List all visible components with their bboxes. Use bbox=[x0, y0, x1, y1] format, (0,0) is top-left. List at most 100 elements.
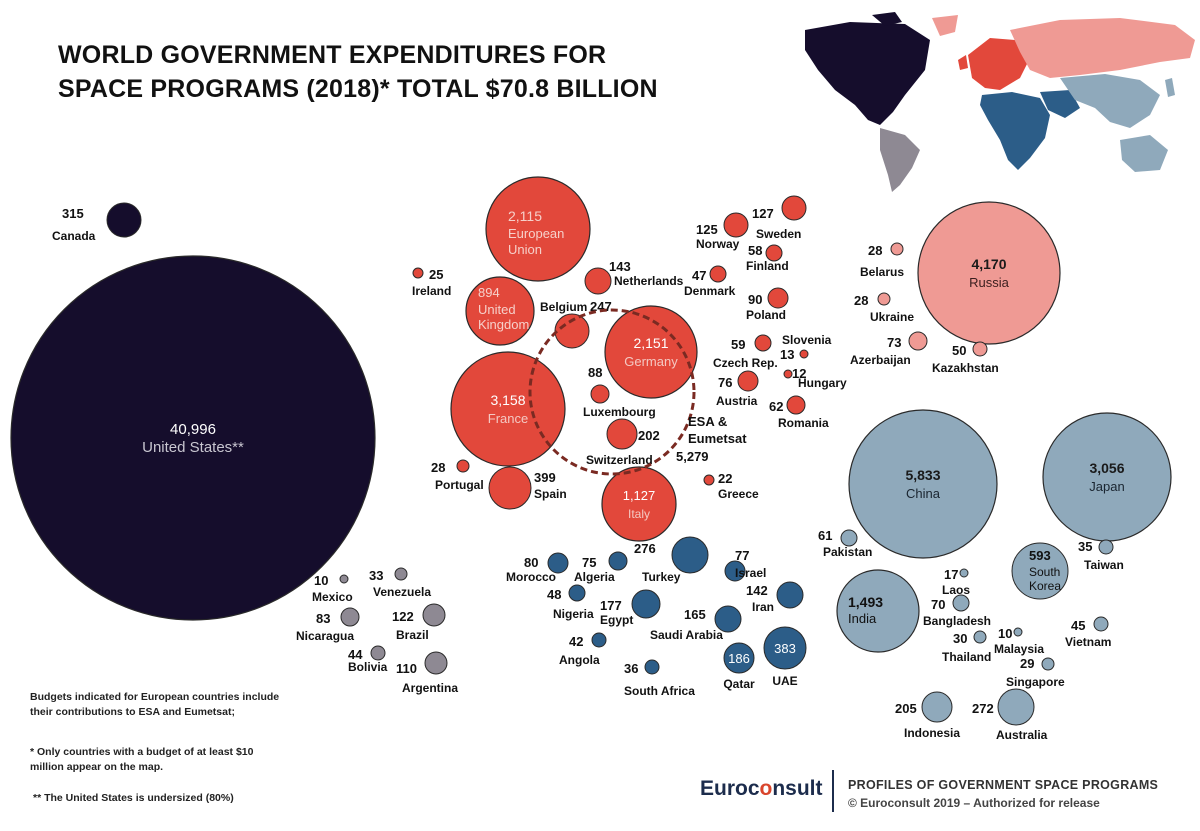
name-label-china: China bbox=[906, 486, 941, 501]
bubble-circle-norway bbox=[723, 212, 749, 238]
bubble-spain: 399 Spain bbox=[488, 466, 567, 510]
name-label-austria: Austria bbox=[716, 394, 758, 408]
name-label-malaysia: Malaysia bbox=[994, 642, 1044, 656]
name-label-algeria: Algeria bbox=[574, 570, 615, 584]
bubble-circle-european-union bbox=[485, 176, 591, 282]
value-label-poland: 90 bbox=[748, 292, 762, 307]
value-label-austria: 76 bbox=[718, 375, 732, 390]
value-label-denmark: 47 bbox=[692, 268, 706, 283]
bubble-circle-germany bbox=[604, 305, 698, 399]
value-label-south-korea: 593 bbox=[1029, 548, 1051, 563]
bubble-circle-sweden bbox=[781, 195, 807, 221]
bubble-circle-russia bbox=[917, 201, 1061, 345]
value-label-greece: 22 bbox=[718, 471, 732, 486]
bubble-circle-canada bbox=[106, 202, 142, 238]
name-label-united-states: United States** bbox=[142, 439, 244, 456]
value-label-czech-rep: 59 bbox=[731, 337, 745, 352]
bubble-circle-brazil bbox=[422, 603, 446, 627]
bubble-indonesia: 205 Indonesia bbox=[895, 691, 960, 740]
name-label-south-korea-2: Korea bbox=[1029, 579, 1061, 593]
bubble-circle-singapore bbox=[1041, 657, 1055, 671]
bubble-nigeria: 48 Nigeria bbox=[547, 584, 594, 621]
name-label-iran: Iran bbox=[752, 600, 774, 614]
note-european-contributions: Budgets indicated for European countries… bbox=[30, 690, 279, 720]
bubble-circle-bolivia bbox=[370, 645, 386, 661]
value-label-india: 1,493 bbox=[848, 594, 883, 610]
name-label-thailand: Thailand bbox=[942, 650, 991, 664]
bubble-canada: 315 Canada bbox=[52, 202, 142, 243]
bubble-circle-indonesia bbox=[921, 691, 953, 723]
note-european-line-1: Budgets indicated for European countries… bbox=[30, 691, 280, 703]
bubble-circle-saudi-arabia bbox=[714, 605, 742, 633]
bubble-romania: 62 Romania bbox=[769, 395, 829, 430]
bubble-kazakhstan: 50 Kazakhstan bbox=[932, 341, 999, 375]
value-label-ukraine: 28 bbox=[854, 293, 868, 308]
name-label-taiwan: Taiwan bbox=[1084, 558, 1124, 572]
value-label-venezuela: 33 bbox=[369, 568, 383, 583]
name-label-european-union-2: Union bbox=[508, 242, 542, 257]
name-label-indonesia: Indonesia bbox=[904, 726, 960, 740]
name-label-morocco: Morocco bbox=[506, 570, 556, 584]
bubble-circle-italy bbox=[601, 466, 677, 542]
name-label-azerbaijan: Azerbaijan bbox=[850, 353, 911, 367]
name-label-bolivia: Bolivia bbox=[348, 660, 388, 674]
name-label-sweden: Sweden bbox=[756, 227, 801, 241]
name-label-switzerland: Switzerland bbox=[586, 453, 653, 467]
chart-title-line-1: WORLD GOVERNMENT EXPENDITURES FOR bbox=[58, 41, 607, 69]
bubble-qatar: 186 Qatar bbox=[723, 642, 755, 691]
value-label-switzerland: 202 bbox=[638, 428, 660, 443]
bubble-circle-poland bbox=[767, 287, 789, 309]
name-label-united-kingdom-1: United bbox=[478, 302, 516, 317]
chart-title: WORLD GOVERNMENT EXPENDITURES FOR SPACE … bbox=[58, 38, 658, 106]
bubble-switzerland: 202 Switzerland bbox=[586, 418, 660, 467]
bubble-circle-morocco bbox=[547, 552, 569, 574]
name-label-venezuela: Venezuela bbox=[373, 585, 431, 599]
bubble-circle-mexico bbox=[339, 574, 349, 584]
name-label-south-africa: South Africa bbox=[624, 684, 695, 698]
bubble-circle-uae bbox=[763, 626, 807, 670]
value-label-indonesia: 205 bbox=[895, 701, 917, 716]
name-label-singapore: Singapore bbox=[1006, 675, 1065, 689]
name-label-norway: Norway bbox=[696, 237, 740, 251]
bubble-circle-spain bbox=[488, 466, 532, 510]
name-label-mexico: Mexico bbox=[312, 590, 353, 604]
value-label-romania: 62 bbox=[769, 399, 783, 414]
bubble-japan: 3,056 Japan bbox=[1042, 412, 1172, 542]
bubble-circle-south-africa bbox=[644, 659, 660, 675]
value-label-argentina: 110 bbox=[396, 661, 417, 676]
value-label-south-africa: 36 bbox=[624, 661, 638, 676]
name-label-hungary: Hungary bbox=[798, 376, 847, 390]
bubble-sweden: 127 Sweden bbox=[752, 195, 807, 241]
value-label-kazakhstan: 50 bbox=[952, 343, 966, 358]
bubble-angola: 42 Angola bbox=[559, 632, 607, 667]
name-label-japan: Japan bbox=[1089, 479, 1124, 494]
bubble-portugal: 28 Portugal bbox=[431, 459, 484, 492]
bubble-circle-thailand bbox=[973, 630, 987, 644]
bubble-circle-netherlands bbox=[584, 267, 612, 295]
value-label-united-states: 40,996 bbox=[170, 421, 216, 438]
value-label-angola: 42 bbox=[569, 634, 583, 649]
note-threshold-line-2: million appear on the map. bbox=[30, 761, 164, 773]
value-label-laos: 17 bbox=[944, 567, 958, 582]
name-label-angola: Angola bbox=[559, 653, 600, 667]
bubble-circle-czech-rep bbox=[754, 334, 772, 352]
name-label-argentina: Argentina bbox=[402, 681, 458, 695]
bubble-saudi-arabia: 165 Saudi Arabia bbox=[650, 605, 742, 642]
name-label-finland: Finland bbox=[746, 259, 789, 273]
name-label-uae: UAE bbox=[772, 674, 797, 688]
bubble-bangladesh: 70 Bangladesh bbox=[923, 594, 991, 628]
name-label-pakistan: Pakistan bbox=[823, 545, 872, 559]
bubble-circle-nicaragua bbox=[340, 607, 360, 627]
name-label-european-union-1: European bbox=[508, 226, 564, 241]
value-label-egypt: 177 bbox=[600, 598, 622, 613]
bubble-circle-laos bbox=[959, 568, 969, 578]
